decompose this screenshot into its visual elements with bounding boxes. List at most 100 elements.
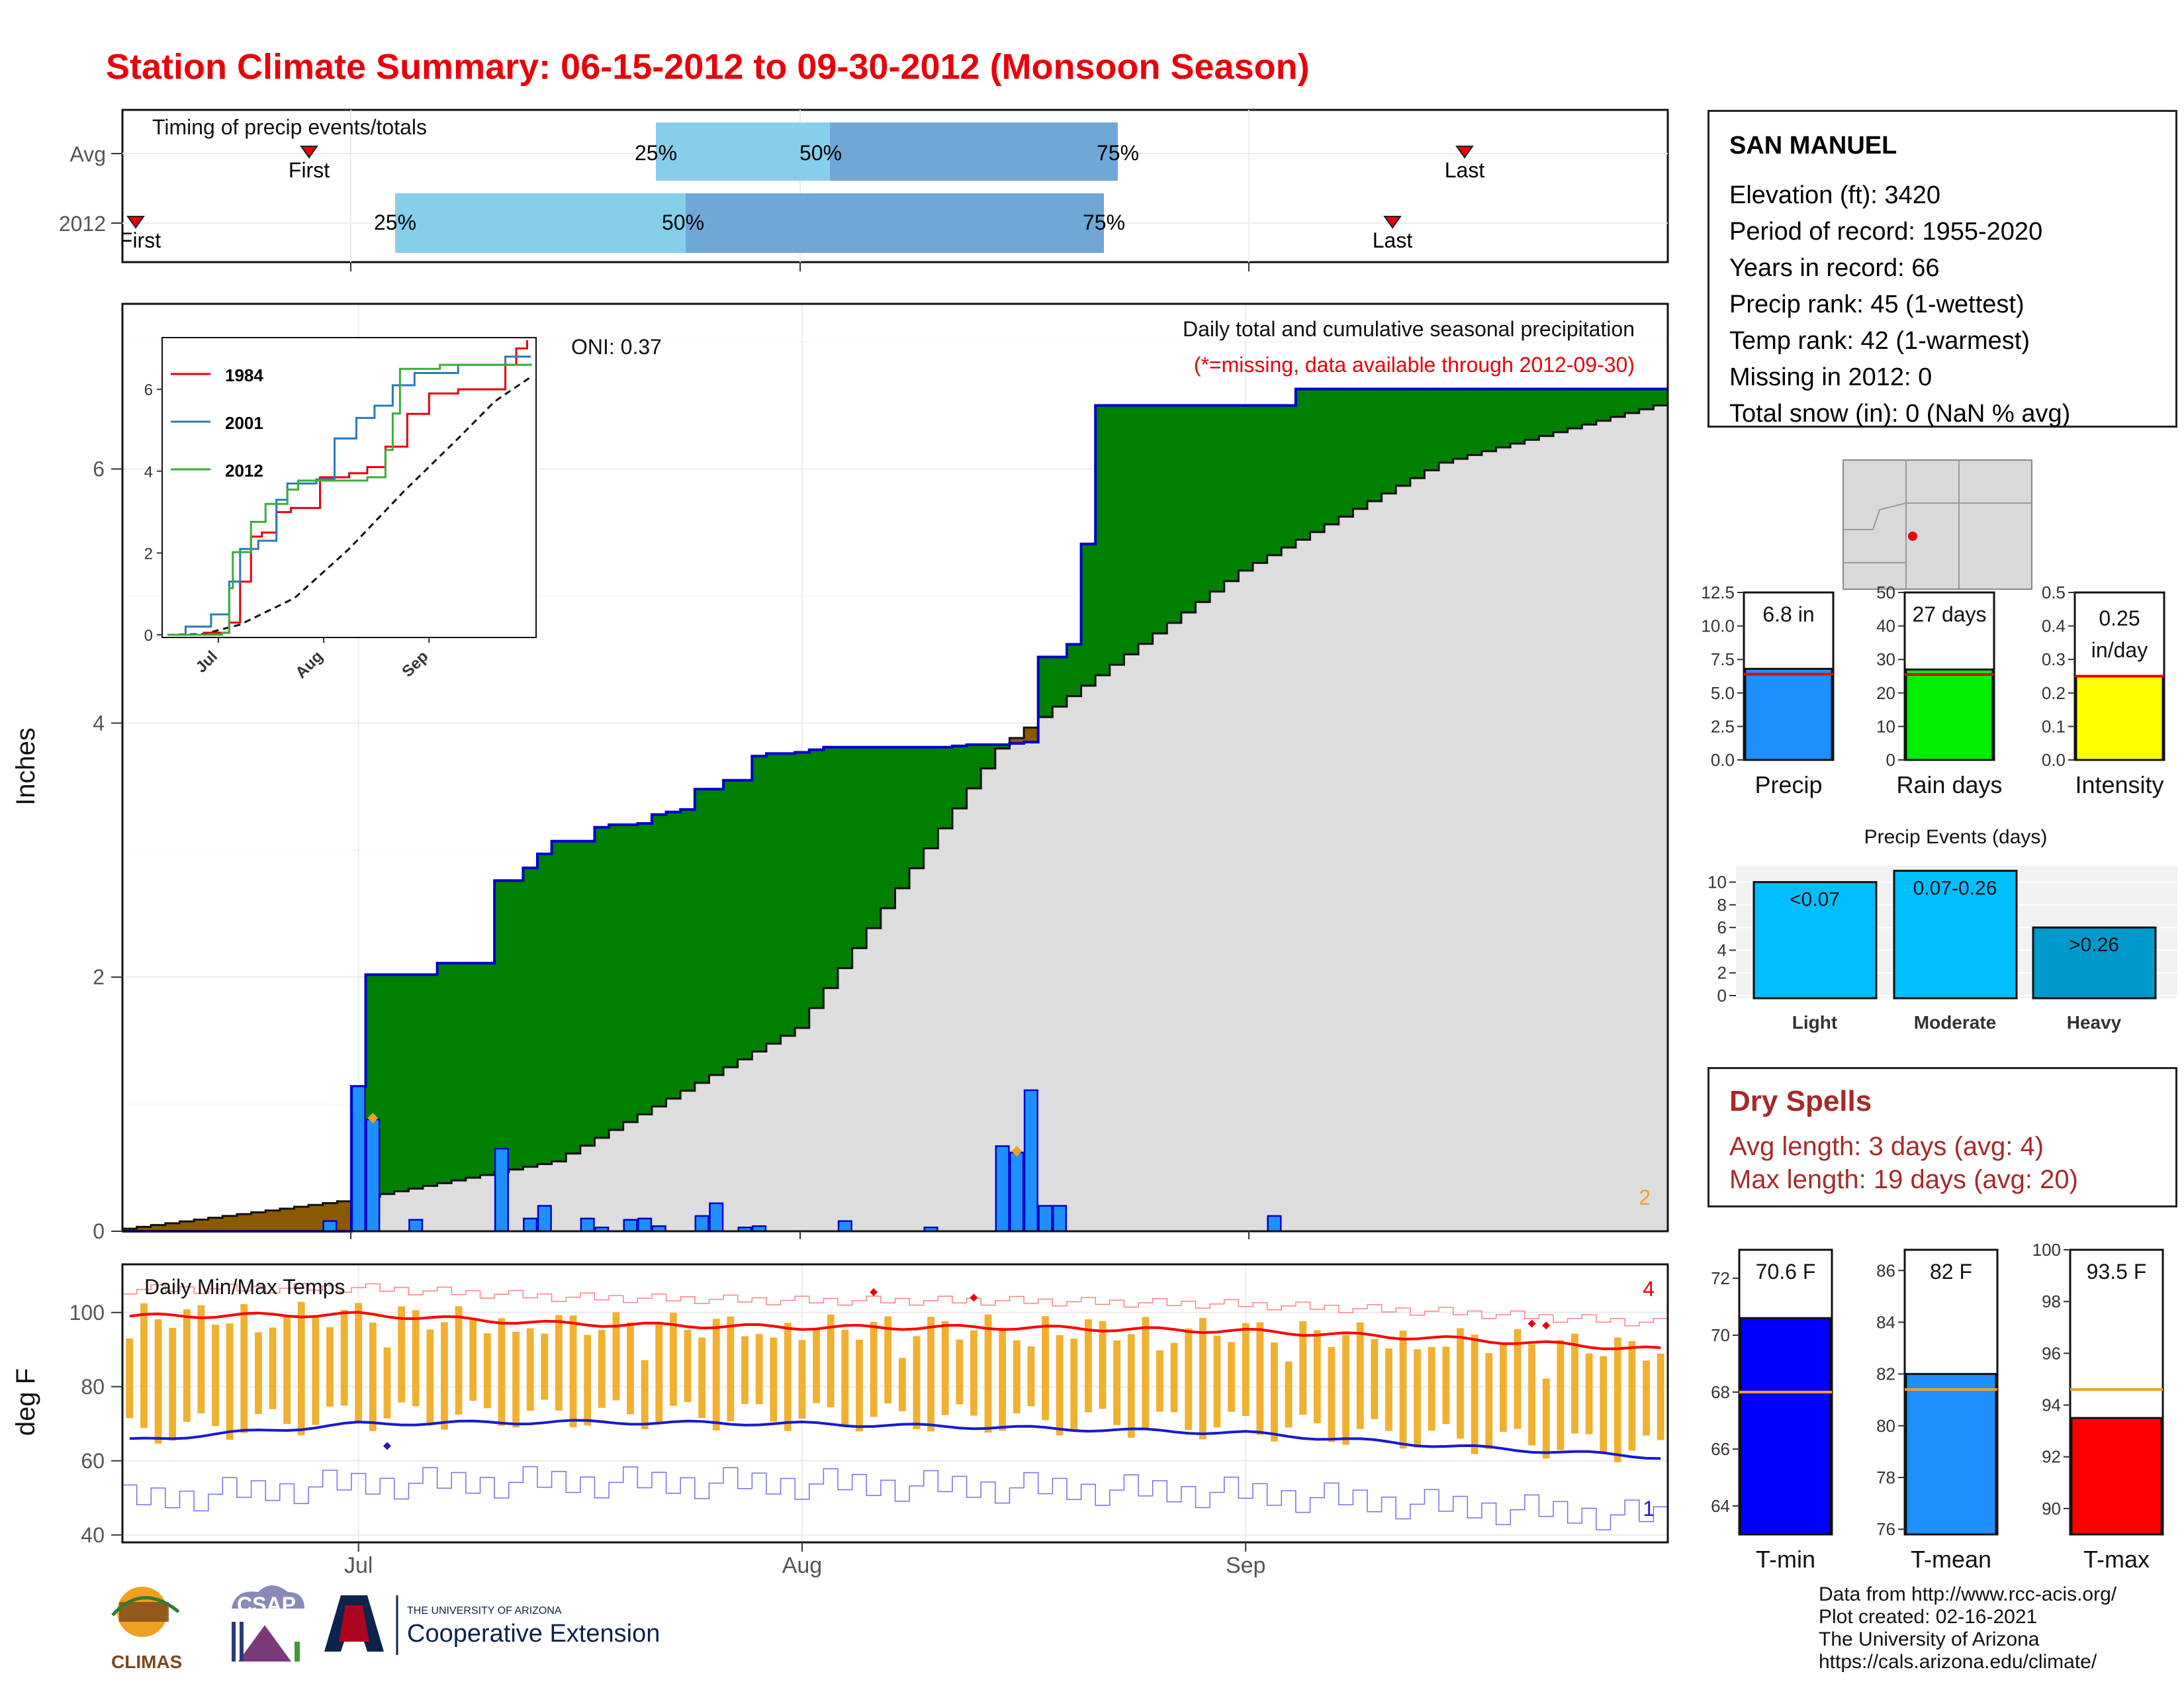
rain-days-label: Rain days [1896,771,2002,798]
daily-temp-bar [197,1305,205,1414]
tmean-bar [1905,1373,1997,1536]
inset-legend-2012: 2012 [225,461,263,481]
daily-temp-bar [1385,1348,1392,1431]
tmean-value-label: 82 F [1930,1260,1972,1284]
record-high-marker [970,1293,978,1302]
station-elevation: Elevation (ft): 3420 [1729,181,1940,209]
surplus-area [1367,389,1383,502]
surplus-area [1639,389,1654,410]
daily-temp-bar [340,1309,348,1406]
surplus-area [1124,405,1139,655]
daily-temp-bar [555,1315,563,1411]
daily-temp-bar [1142,1317,1150,1429]
surplus-area [1109,405,1125,665]
precip-total-ytick-label: 2.5 [1711,716,1735,736]
station-location-marker [1908,532,1917,541]
precip-events-bar-label: >0.26 [2069,934,2119,956]
daily-temp-bar [526,1328,534,1411]
tmin-ytick-label: 70 [1711,1325,1730,1345]
surplus-area [909,747,925,868]
surplus-area [938,747,953,829]
intensity-ytick-label: 0.1 [2042,716,2066,736]
surplus-area [866,747,882,929]
tmean-ytick-label: 78 [1876,1468,1895,1487]
daily-temp-bar [1313,1330,1321,1424]
tmean-label: T-mean [1911,1546,1991,1573]
daily-temp-bar [1356,1322,1364,1429]
daily-temp-bar [884,1316,892,1404]
daily-precip-bar [995,1145,1010,1233]
daily-temp-bar [541,1333,549,1400]
deficit-area [136,1227,152,1231]
daily-temp-bar [1199,1317,1206,1440]
daily-temp-bar [1127,1334,1135,1438]
region-map [1843,459,2032,590]
surplus-area [680,809,696,1091]
deficit-area [1009,737,1024,744]
tmin-ytick-label: 66 [1711,1439,1730,1459]
precip-events-ytick-label: 0 [1717,986,1727,1006]
timing-label: Timing of precip events/totals [152,115,427,139]
surplus-area [1510,389,1525,444]
daily-temp-bar [655,1324,663,1424]
daily-temp-bar [956,1339,964,1405]
daily-temp-bar [669,1313,677,1406]
daily-temp-bar [1027,1346,1035,1407]
surplus-area [523,868,538,1167]
tmean-ytick-label: 80 [1876,1416,1895,1436]
tmin-bar [1739,1317,1832,1536]
daily-precip-bar [709,1202,724,1233]
surplus-area [1338,389,1353,517]
daily-precip-bar [580,1217,595,1233]
daily-temp-bar [1514,1329,1522,1429]
daily-temp-bar [483,1333,491,1409]
daily-temp-bar [1242,1323,1250,1417]
rain-days-bar [1905,668,1994,761]
precip-ytick-label: 0 [93,1219,105,1243]
daily-temp-bar [1328,1347,1336,1442]
daily-precip-bar [1038,1205,1053,1233]
daily-temp-bar [126,1338,134,1419]
daily-temp-bar [240,1304,248,1433]
precip-events-category: Heavy [2067,1012,2122,1033]
precip-events-chart: Precip Events (days) 0 2 4 68 10 <0.07 Light 0.0… [1707,826,2177,1033]
record-high-marker [870,1288,878,1296]
surplus-area [423,974,438,1186]
surplus-area [437,963,452,1184]
tmax-ytick-label: 92 [2042,1447,2061,1467]
daily-precip-bar [537,1205,552,1233]
deficit-area [308,1205,324,1231]
daily-temp-bar [426,1329,434,1425]
precip-annot-missing: (*=missing, data available through 2012-… [1194,353,1635,377]
y2012-first-marker [126,216,145,229]
surplus-area [766,753,782,1044]
daily-temp-bar [297,1301,305,1436]
tmax-value-label: 93.5 F [2087,1260,2147,1284]
daily-temp-bar [469,1319,477,1401]
daily-temp-bar [856,1339,863,1432]
precip-events-category: Moderate [1914,1012,1996,1033]
surplus-area [752,756,767,1052]
daily-temp-bar [984,1314,992,1433]
surplus-area [981,744,996,769]
tmin-value-label: 70.6 F [1756,1260,1816,1284]
surplus-area [380,974,395,1194]
intensity-bar [2075,675,2164,761]
y2012-pct75: 75% [1083,211,1125,234]
x-tick-label: Sep [1226,1553,1266,1578]
daily-temp-bar [383,1347,391,1419]
tmax-ytick-label: 100 [2032,1240,2061,1260]
surplus-area [1238,405,1253,571]
precip-events-title: Precip Events (days) [1864,826,2048,848]
deficit-area [294,1207,309,1231]
deficit-area [165,1223,181,1231]
avg-q50-75-bar [830,122,1118,181]
daily-temp-bar [970,1330,978,1416]
tmax-label: T-max [2083,1546,2150,1573]
precip-total-chart: 0.0 2.5 5.0 7.5 10.0 12.5 6.8 in Precip [1701,583,1835,798]
daily-temp-bar [927,1317,934,1432]
daily-precip-bar [1009,1151,1024,1233]
daily-temp-bar [1113,1340,1121,1425]
ua-small-text: THE UNIVERSITY OF ARIZONA [407,1605,562,1617]
